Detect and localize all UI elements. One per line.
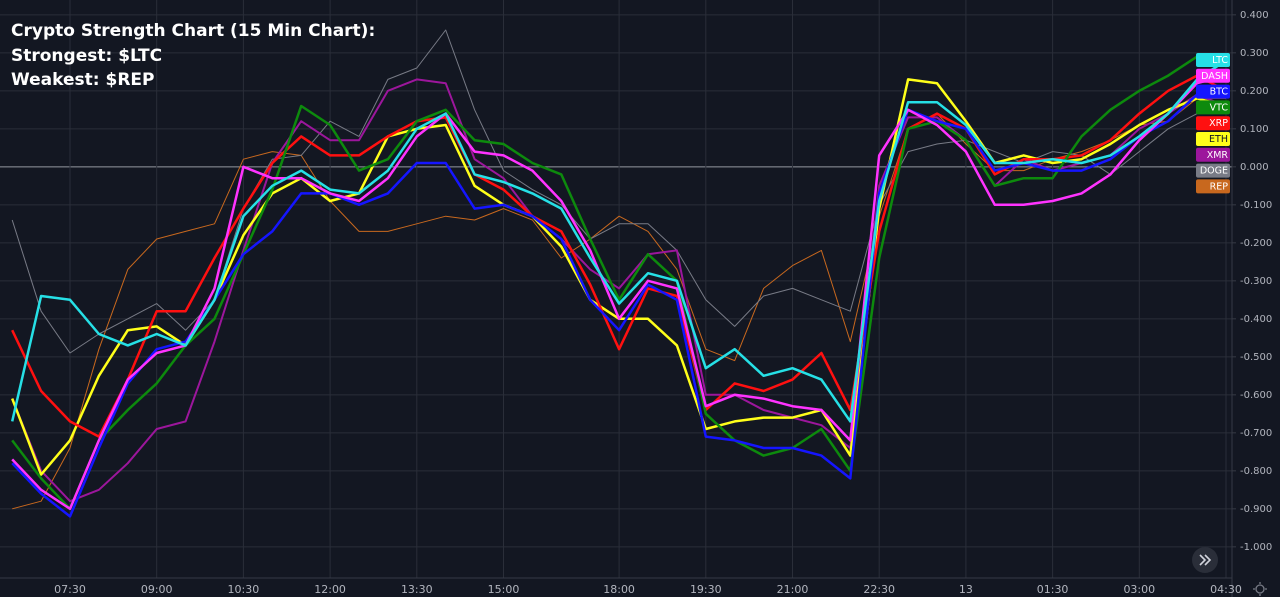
- annotation: Weakest: $REP: [11, 70, 154, 90]
- y-tick-label: -0.800: [1240, 466, 1272, 477]
- x-tick-label: 18:00: [603, 583, 635, 596]
- legend-label: BTC: [1210, 87, 1229, 98]
- x-tick-label: 13:30: [401, 583, 433, 596]
- axis-labels: 0.400 0.300 0.200 0.100 0.000 -0.100 -0.200 -0.…: [54, 10, 1272, 596]
- annotation: Strongest: $LTC: [11, 46, 162, 66]
- y-tick-label: -0.300: [1240, 276, 1272, 287]
- y-tick-label: -0.200: [1240, 238, 1272, 249]
- scroll-button[interactable]: [1192, 547, 1218, 573]
- settings-icon[interactable]: [1253, 582, 1267, 596]
- y-tick-label: -0.500: [1240, 352, 1272, 363]
- x-tick-label: 15:00: [488, 583, 520, 596]
- x-tick-label: 01:30: [1037, 583, 1069, 596]
- legend-label: XRP: [1209, 118, 1228, 129]
- x-tick-label: 13: [959, 583, 973, 596]
- legend-swatch: [1196, 179, 1230, 194]
- y-tick-label: 0.300: [1240, 48, 1269, 59]
- legend-label: DASH: [1201, 71, 1228, 82]
- x-tick-label: 03:00: [1123, 583, 1155, 596]
- x-tick-label: 19:30: [690, 583, 722, 596]
- x-tick-label: 21:00: [777, 583, 809, 596]
- legend-swatch: [1196, 53, 1230, 67]
- plot: [10, 29, 1227, 518]
- legend-swatch: [1196, 163, 1230, 178]
- legend-swatch: [1196, 68, 1230, 83]
- legend-label: VTC: [1210, 102, 1229, 113]
- y-tick-label: -0.900: [1240, 504, 1272, 515]
- legend-swatch: [1196, 132, 1230, 146]
- x-tick-label: 07:30: [54, 583, 86, 596]
- series-line: [11, 55, 1227, 511]
- y-tick-label: -0.700: [1240, 428, 1272, 439]
- legend-label: LTC: [1212, 55, 1228, 66]
- y-tick-label: 0.400: [1240, 10, 1269, 21]
- series-line: [12, 97, 1226, 510]
- x-tick-label: 12:00: [314, 583, 346, 596]
- legend-label: XMR: [1207, 150, 1229, 161]
- legend-swatch: [1196, 84, 1230, 99]
- y-tick-label: 0.000: [1240, 162, 1269, 173]
- y-tick-label: -0.400: [1240, 314, 1272, 325]
- legend-label: ETH: [1209, 134, 1228, 145]
- x-tick-label: 09:00: [141, 583, 173, 596]
- series-line: [11, 74, 1227, 438]
- x-tick-label: 22:30: [863, 583, 895, 596]
- y-tick-label: 0.100: [1240, 124, 1269, 135]
- legend-swatch: [1196, 116, 1230, 131]
- series-line: [11, 74, 1227, 511]
- legend-label: DOGE: [1200, 166, 1228, 177]
- series-line: [10, 59, 1227, 423]
- legend-swatch: [1196, 100, 1230, 115]
- x-tick-label: 10:30: [228, 583, 260, 596]
- y-tick-label: -1.000: [1240, 542, 1272, 553]
- legend-swatch: [1196, 147, 1230, 162]
- legend-label: REP: [1210, 181, 1229, 192]
- chart-title: Crypto Strength Chart (15 Min Chart):: [11, 21, 375, 41]
- x-tick-label: 04:30: [1210, 583, 1242, 596]
- legend: LTC DASH BTC VTC XRP ETH XMR DOGE REP: [1196, 53, 1230, 194]
- y-tick-label: 0.200: [1240, 86, 1269, 97]
- y-tick-label: -0.600: [1240, 390, 1272, 401]
- y-tick-label: -0.100: [1240, 200, 1272, 211]
